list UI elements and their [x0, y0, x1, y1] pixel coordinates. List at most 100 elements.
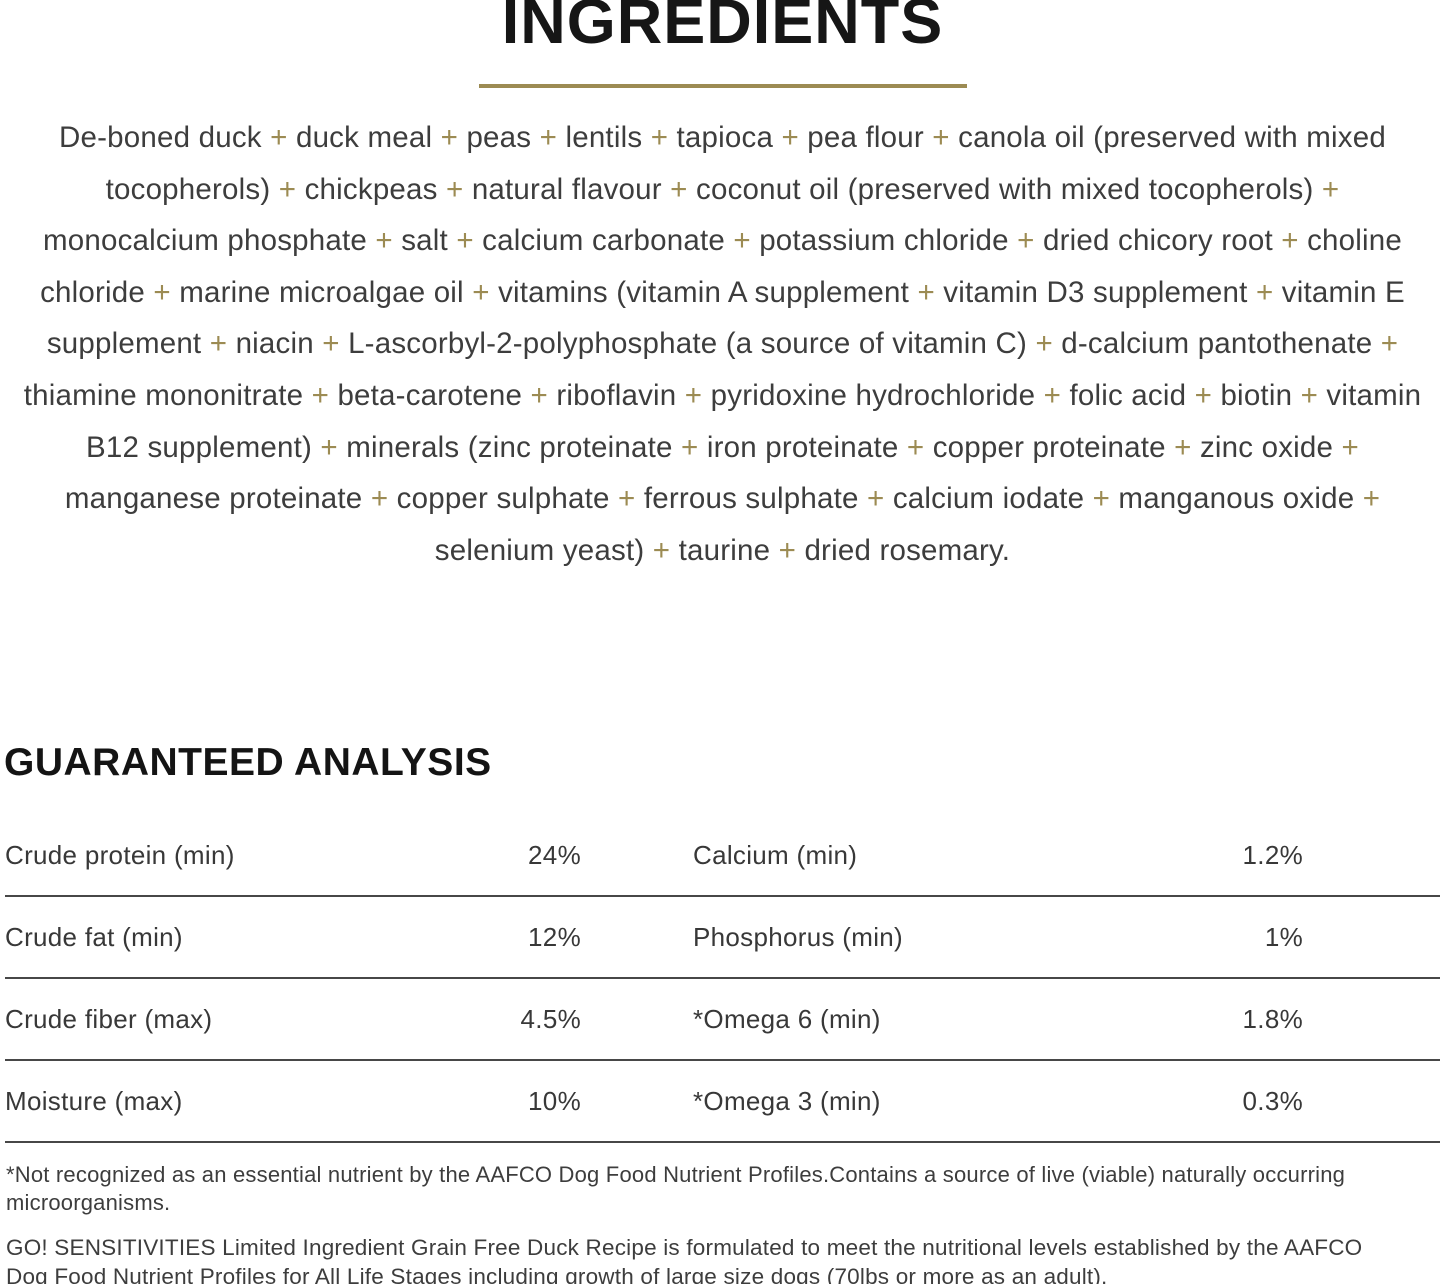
nutrient-label: Moisture (max): [5, 1085, 183, 1116]
ingredient-item: potassium chloride: [759, 224, 1009, 258]
ingredient-item: selenium yeast): [434, 533, 645, 567]
plus-separator: +: [858, 482, 893, 516]
ingredient-item: riboflavin: [556, 378, 677, 412]
nutrient-label: Crude protein (min): [5, 839, 235, 870]
plus-separator: +: [1292, 378, 1327, 412]
nutrient-label: Crude fiber (max): [5, 1003, 213, 1034]
ingredient-item: zinc oxide: [1199, 430, 1334, 464]
plus-separator: +: [1084, 482, 1119, 516]
ingredient-item: chickpeas: [304, 172, 438, 206]
ingredient-item: vitamin D3 supplement: [943, 275, 1248, 309]
plus-separator: +: [724, 224, 760, 258]
nutrient-value: 24%: [528, 839, 581, 870]
ingredient-item: calcium iodate: [892, 482, 1085, 516]
ingredient-item: choline chloride: [40, 224, 1402, 309]
plus-separator: +: [312, 430, 347, 464]
ingredient-item: L-ascorbyl-2-polyphosphate (a source of …: [348, 327, 1028, 361]
plus-separator: +: [770, 533, 805, 567]
ingredient-item: niacin: [235, 327, 314, 361]
nutrient-value: 0.3%: [1242, 1085, 1303, 1116]
plus-separator: +: [609, 482, 644, 516]
ingredient-item: iron proteinate: [706, 430, 899, 464]
ingredients-paragraph: De-boned duck + duck meal + peas + lenti…: [18, 112, 1427, 576]
ingredient-item: salt: [401, 224, 448, 258]
nutrient-label: Calcium (min): [693, 839, 858, 870]
table-row: Crude fiber (max) 4.5% *Omega 6 (min) 1.…: [5, 979, 1440, 1061]
ingredient-item: marine microalgae oil: [179, 275, 464, 309]
ingredient-item: d-calcium pantothenate: [1061, 327, 1373, 361]
nutrient-value: 1%: [1264, 921, 1303, 952]
plus-separator: +: [463, 275, 499, 309]
plus-separator: +: [522, 378, 557, 412]
ingredients-title: INGREDIENTS: [501, 0, 944, 57]
plus-separator: +: [432, 121, 467, 154]
nutrient-value: 1.8%: [1242, 1003, 1303, 1034]
ingredient-item: tapioca: [676, 121, 774, 154]
plus-separator: +: [773, 121, 808, 154]
plus-separator: +: [909, 275, 944, 309]
ingredient-item: vitamin E supplement: [46, 275, 1405, 361]
plus-separator: +: [261, 121, 296, 154]
nutrient-label: *Omega 3 (min): [693, 1085, 881, 1116]
ingredient-item: copper proteinate: [932, 430, 1166, 464]
ingredient-item: biotin: [1220, 378, 1293, 412]
plus-separator: +: [366, 224, 402, 258]
plus-separator: +: [642, 121, 677, 154]
plus-separator: +: [1008, 224, 1043, 258]
plus-separator: +: [661, 172, 697, 206]
plus-separator: +: [1272, 224, 1308, 258]
title-underline-rule: [478, 84, 967, 88]
ingredient-item: pea flour: [807, 121, 924, 154]
ingredient-item: dried rosemary.: [804, 533, 1011, 567]
table-row: Crude fat (min) 12% Phosphorus (min) 1%: [5, 897, 1440, 979]
ingredient-item: copper sulphate: [396, 482, 610, 516]
plus-separator: +: [898, 430, 933, 464]
plus-separator: +: [303, 378, 338, 412]
table-row: Moisture (max) 10% *Omega 3 (min) 0.3%: [5, 1061, 1440, 1143]
nutrient-value: 4.5%: [520, 1003, 581, 1034]
plus-separator: +: [1027, 327, 1062, 361]
plus-separator: +: [644, 533, 679, 567]
plus-separator: +: [437, 172, 472, 206]
ingredient-item: beta-carotene: [337, 378, 523, 412]
ingredient-item: dried chicory root: [1043, 224, 1273, 258]
nutrient-label: *Omega 6 (min): [693, 1003, 881, 1034]
plus-separator: +: [531, 121, 566, 154]
plus-separator: +: [1354, 482, 1381, 516]
plus-separator: +: [1165, 430, 1200, 464]
plus-separator: +: [676, 378, 711, 412]
plus-separator: +: [672, 430, 707, 464]
ingredient-item: canola oil (preserved with mixed tocophe…: [105, 121, 1386, 206]
plus-separator: +: [1035, 378, 1070, 412]
ingredient-item: ferrous sulphate: [643, 482, 859, 516]
ingredient-item: minerals (zinc proteinate: [346, 430, 673, 464]
ingredient-item: natural flavour: [471, 172, 662, 206]
ingredient-item: vitamin B12 supplement): [86, 378, 1422, 464]
ingredient-item: duck meal: [295, 121, 433, 154]
aafco-footnote: *Not recognized as an essential nutrient…: [6, 1162, 1346, 1215]
nutrient-label: Crude fat (min): [5, 921, 183, 952]
ingredient-item: folic acid: [1069, 378, 1187, 412]
plus-separator: +: [447, 224, 483, 258]
ingredient-item: monocalcium phosphate: [42, 224, 367, 258]
ingredient-item: manganous oxide: [1118, 482, 1355, 516]
ingredient-item: pyridoxine hydrochloride: [710, 378, 1036, 412]
nutrient-value: 1.2%: [1242, 839, 1303, 870]
ingredient-item: coconut oil (preserved with mixed tocoph…: [696, 172, 1314, 206]
ingredient-item: calcium carbonate: [482, 224, 725, 258]
nutrient-value: 10%: [528, 1085, 581, 1116]
ingredient-item: taurine: [678, 533, 771, 567]
plus-separator: +: [1372, 327, 1399, 361]
formulation-note: GO! SENSITIVITIES Limited Ingredient Gra…: [6, 1235, 1363, 1284]
plus-separator: +: [145, 275, 180, 309]
nutrient-label: Phosphorus (min): [693, 921, 903, 952]
guaranteed-analysis-title: GUARANTEED ANALYSIS: [4, 741, 492, 784]
ingredient-item: manganese proteinate: [64, 482, 363, 516]
guaranteed-analysis-table: Crude protein (min) 24% Calcium (min) 1.…: [5, 815, 1440, 1143]
plus-separator: +: [1333, 430, 1359, 464]
ingredient-item: peas: [466, 121, 532, 154]
ingredient-item: lentils: [565, 121, 643, 154]
ingredient-item: vitamins (vitamin A supplement: [498, 275, 910, 309]
plus-separator: +: [1247, 275, 1282, 309]
